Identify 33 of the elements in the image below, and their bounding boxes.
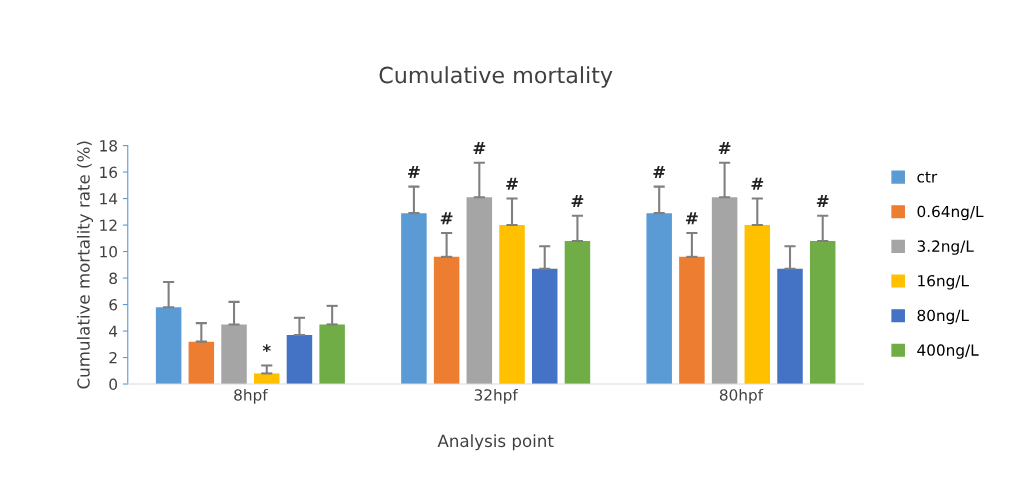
data-label: #	[571, 195, 584, 208]
legend-label: 3.2ng/L	[917, 240, 974, 255]
data-label: #	[506, 177, 518, 190]
y-tick-label: 0	[109, 378, 118, 391]
data-label: #	[653, 165, 666, 178]
data-label: #	[718, 142, 731, 155]
x-tick-label: 8hpf	[234, 388, 268, 404]
data-label: #	[686, 212, 698, 225]
legend-label: 80ng/L	[917, 309, 969, 325]
y-axis-title: Cumulative mortality rate (%)	[76, 141, 94, 389]
y-tick-label: 16	[100, 166, 118, 179]
y-tick-label: 14	[100, 193, 118, 205]
data-label: *	[262, 344, 271, 353]
x-tick-label: 80hpf	[719, 388, 764, 404]
y-tick-label: 8	[109, 272, 117, 285]
y-tick-label: 10	[100, 246, 118, 258]
x-tick-label: 32hpf	[474, 388, 519, 404]
data-label: #	[473, 142, 486, 155]
legend-label: ctr	[917, 171, 938, 183]
data-label: #	[440, 212, 453, 225]
legend-label: 400ng/L	[917, 344, 979, 359]
data-label: #	[408, 165, 420, 178]
legend-label: 16ng/L	[918, 275, 969, 290]
y-tick-label: 18	[100, 140, 117, 152]
y-tick-label: 6	[109, 299, 118, 311]
data-label: #	[751, 177, 764, 190]
x-axis-title: Analysis point	[437, 434, 554, 451]
y-tick-label: 2	[109, 352, 117, 364]
chart-title: Cumulative mortality	[379, 66, 613, 88]
legend-label: 0.64ng/L	[917, 205, 984, 221]
y-tick-label: 12	[100, 219, 117, 231]
y-tick-label: 4	[109, 325, 118, 337]
data-label: #	[816, 195, 829, 208]
